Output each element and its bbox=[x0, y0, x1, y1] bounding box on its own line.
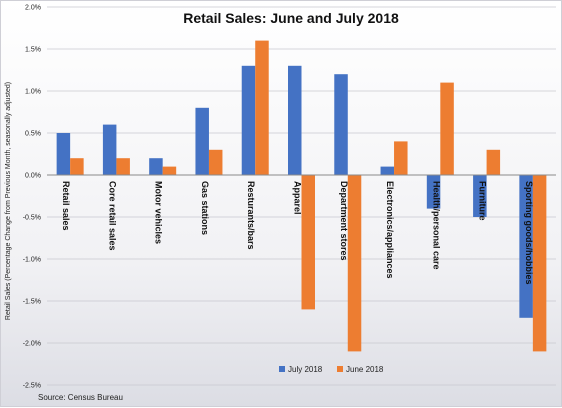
bar-july-0 bbox=[56, 133, 71, 175]
source-note: Source: Census Bureau bbox=[38, 393, 123, 402]
legend: July 2018 June 2018 bbox=[279, 365, 384, 374]
bar-june-6 bbox=[347, 175, 362, 352]
bar-july-5 bbox=[288, 65, 302, 175]
bar-june-3 bbox=[208, 149, 223, 175]
bar-july-4 bbox=[241, 65, 256, 175]
category-label: Electronics/appliances bbox=[385, 181, 395, 279]
y-axis-ticks: 2.0% 1.5% 1.0% 0.5% 0.0% -0.5% -1.0% -1.5% -2.0%… bbox=[23, 5, 41, 390]
bar-june-2 bbox=[162, 166, 177, 175]
bar-july-8 bbox=[426, 175, 441, 209]
bar-june-7 bbox=[394, 141, 408, 175]
y-tick-label: 0.0% bbox=[25, 173, 41, 180]
y-tick-label: -2.5% bbox=[23, 383, 41, 390]
bar-june-1 bbox=[116, 158, 130, 175]
category-label: Department stores bbox=[339, 181, 349, 261]
bars bbox=[56, 40, 547, 352]
category-label: Motor vehicles bbox=[154, 181, 164, 244]
legend-label: July 2018 bbox=[288, 365, 323, 374]
legend-swatch bbox=[279, 366, 285, 372]
chart-title: Retail Sales: June and July 2018 bbox=[183, 10, 399, 26]
legend-swatch bbox=[337, 366, 343, 372]
bar-july-7 bbox=[380, 166, 395, 175]
category-labels: Retail sales Core retail sales Motor vehic… bbox=[61, 181, 534, 285]
category-label: Retail sales bbox=[61, 181, 71, 231]
bar-june-10 bbox=[532, 175, 547, 352]
category-label: Resturants/bars bbox=[246, 181, 256, 250]
bar-july-2 bbox=[149, 158, 163, 175]
category-label: Gas stations bbox=[200, 181, 210, 235]
category-label: Sporting goods/hobbies bbox=[524, 181, 534, 285]
bar-july-3 bbox=[195, 107, 209, 175]
category-label: Apparel bbox=[293, 181, 303, 215]
y-tick-label: -2.0% bbox=[23, 341, 41, 348]
bar-june-0 bbox=[70, 158, 84, 175]
category-label: Health/personal care bbox=[431, 181, 441, 270]
bar-july-6 bbox=[334, 74, 348, 175]
legend-label: June 2018 bbox=[346, 365, 384, 374]
bar-june-8 bbox=[440, 82, 454, 175]
bar-july-9 bbox=[473, 175, 487, 217]
y-tick-label: -0.5% bbox=[23, 215, 41, 222]
y-tick-label: -1.5% bbox=[23, 299, 41, 306]
y-tick-label: 2.0% bbox=[25, 5, 41, 12]
y-tick-label: -1.0% bbox=[23, 257, 41, 264]
y-tick-label: 0.5% bbox=[25, 131, 41, 138]
bar-july-1 bbox=[102, 124, 117, 175]
bar-june-5 bbox=[301, 175, 315, 310]
category-label: Furniture bbox=[478, 181, 488, 221]
bar-june-4 bbox=[255, 40, 269, 175]
y-axis-label: Retail Sales (Percentage Change from Pre… bbox=[5, 82, 12, 320]
y-tick-label: 1.0% bbox=[25, 89, 41, 96]
bar-june-9 bbox=[486, 149, 501, 175]
y-tick-label: 1.5% bbox=[25, 47, 41, 54]
bar-july-10 bbox=[519, 175, 533, 318]
category-label: Core retail sales bbox=[107, 181, 117, 251]
